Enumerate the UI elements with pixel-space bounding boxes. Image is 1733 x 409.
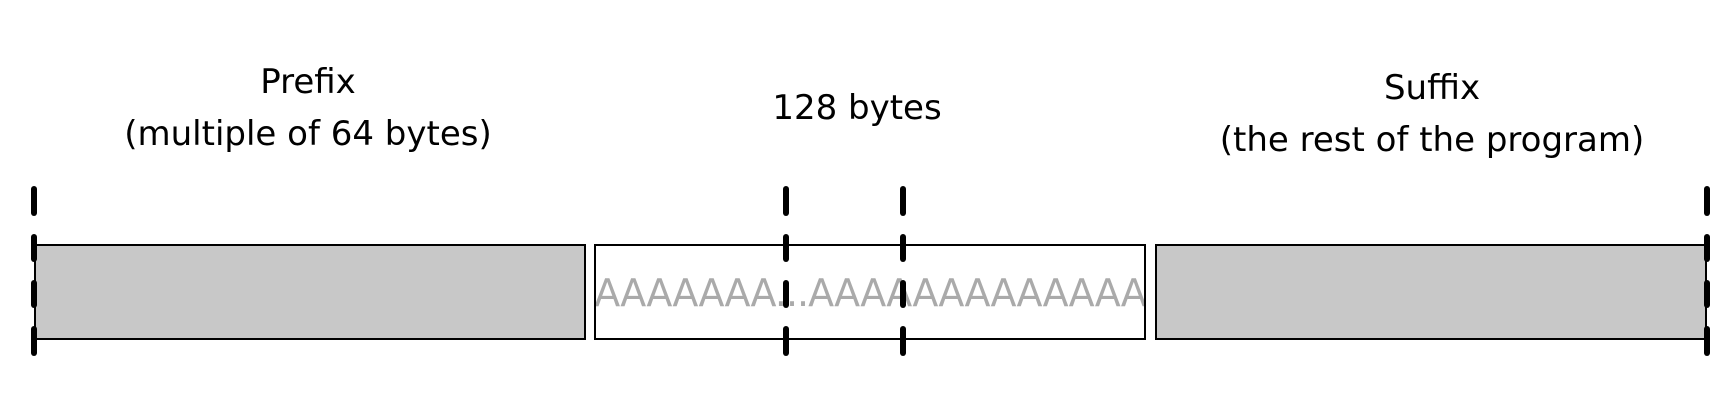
middle-size-label: 128 bytes [772,88,942,128]
suffix-block [1155,244,1707,340]
prefix-block [34,244,586,340]
boundary-marker-file-end [1704,326,1710,356]
suffix-title: Suffix [1383,68,1481,108]
suffix-label: Suffix (the rest of the program) [1192,62,1672,166]
boundary-marker-file-start [31,234,37,262]
prefix-label: Prefix (multiple of 64 bytes) [98,56,518,160]
padding-block: AAAAAAAA...AAAAAAAAAAAAAA [594,244,1146,340]
boundary-marker-128-start [783,186,789,216]
padding-bytes-text: AAAAAAAA...AAAAAAAAAAAAAA [594,271,1146,315]
prefix-subtitle: (multiple of 64 bytes) [124,114,492,154]
boundary-marker-file-start [31,280,37,308]
boundary-marker-file-end [1704,186,1710,216]
boundary-marker-file-start [31,326,37,356]
boundary-marker-128-end [900,326,906,356]
suffix-subtitle: (the rest of the program) [1219,120,1645,160]
boundary-marker-file-end [1704,280,1710,308]
boundary-marker-128-start [783,326,789,356]
boundary-marker-128-start [783,234,789,262]
boundary-marker-128-end [900,280,906,308]
boundary-marker-file-start [31,186,37,216]
boundary-marker-128-end [900,234,906,262]
boundary-marker-128-end [900,186,906,216]
middle-label: 128 bytes [742,82,972,134]
boundary-marker-file-end [1704,234,1710,262]
boundary-marker-128-start [783,280,789,308]
prefix-title: Prefix [260,62,356,102]
